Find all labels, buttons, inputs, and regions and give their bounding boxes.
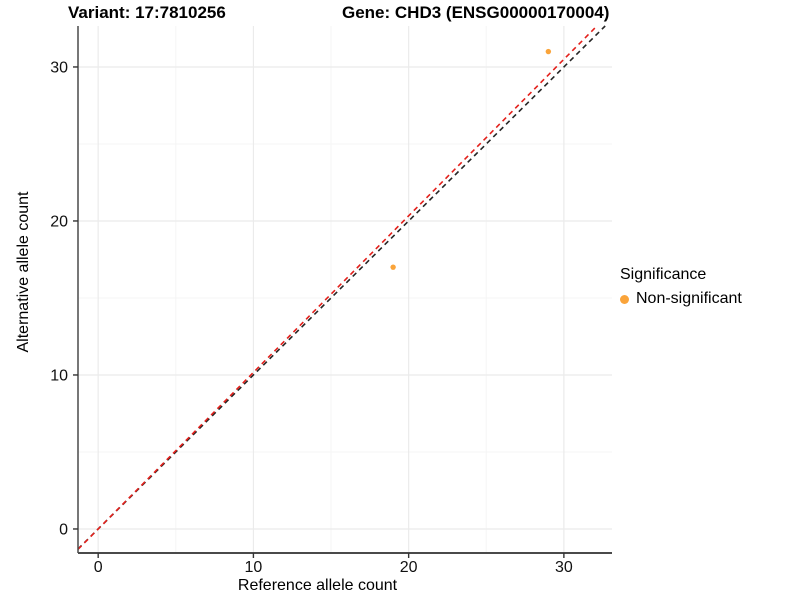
x-tick-label: 30 xyxy=(555,559,573,576)
legend-item-non-significant: Non-significant xyxy=(620,290,742,308)
x-tick-label: 0 xyxy=(94,559,103,576)
y-tick-label: 30 xyxy=(50,59,68,76)
data-point xyxy=(545,48,552,55)
y-tick-label: 0 xyxy=(59,521,68,538)
variant-title: Variant: 17:7810256 xyxy=(68,3,226,22)
x-tick-label: 10 xyxy=(245,559,263,576)
data-point xyxy=(390,264,396,270)
identity-line xyxy=(77,25,606,550)
y-axis-title: Alternative allele count xyxy=(15,191,32,353)
legend-title: Significance xyxy=(620,266,707,283)
y-tick-label: 20 xyxy=(50,213,68,230)
x-axis-title: Reference allele count xyxy=(237,577,398,594)
gene-title: Gene: CHD3 (ENSG00000170004) xyxy=(342,3,610,22)
legend: Significance Non-significant xyxy=(620,266,742,308)
x-tick-label: 20 xyxy=(400,559,418,576)
legend-point-icon xyxy=(620,294,629,304)
y-tick-label: 10 xyxy=(50,367,68,384)
fitted-line xyxy=(77,25,598,550)
legend-item-label: Non-significant xyxy=(636,290,742,307)
